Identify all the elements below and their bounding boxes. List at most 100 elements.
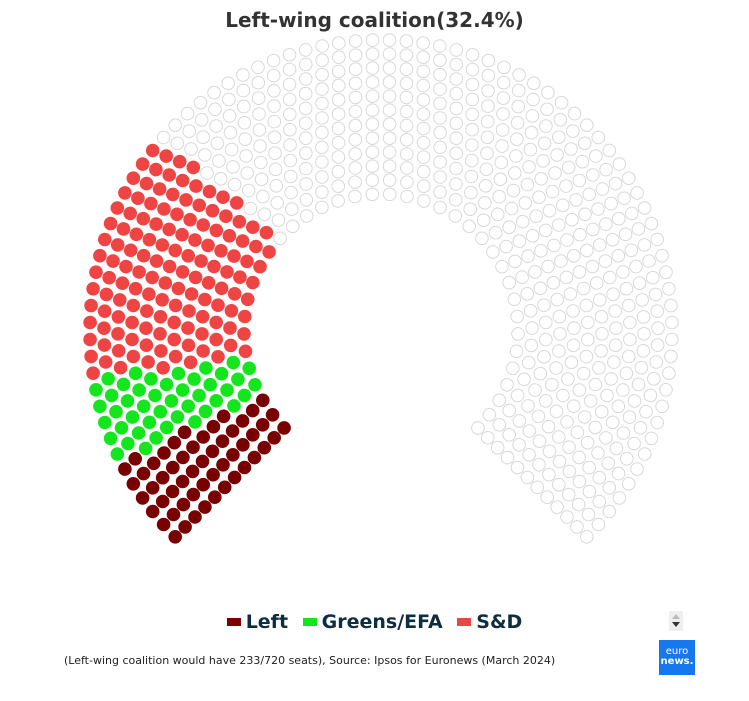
seat-empty[interactable] — [593, 293, 607, 307]
seat-empty[interactable] — [266, 53, 281, 68]
seat-left[interactable] — [216, 458, 230, 472]
seat-empty[interactable] — [465, 77, 480, 92]
seat-empty[interactable] — [267, 130, 282, 145]
seat-empty[interactable] — [650, 304, 665, 319]
seat-empty[interactable] — [572, 173, 587, 188]
seat-s-d[interactable] — [253, 259, 267, 274]
seat-empty[interactable] — [331, 121, 346, 136]
seat-s-d[interactable] — [139, 321, 153, 336]
seat-empty[interactable] — [562, 464, 577, 479]
seat-s-d[interactable] — [97, 321, 111, 336]
seat-empty[interactable] — [528, 383, 542, 397]
seat-greens-efa[interactable] — [149, 431, 163, 445]
seat-empty[interactable] — [569, 193, 583, 207]
seat-empty[interactable] — [510, 309, 525, 324]
seat-empty[interactable] — [504, 201, 519, 216]
seat-s-d[interactable] — [153, 310, 168, 324]
seat-s-d[interactable] — [167, 315, 181, 330]
seat-empty[interactable] — [433, 82, 447, 96]
seat-empty[interactable] — [433, 155, 447, 169]
seat-empty[interactable] — [348, 132, 363, 147]
seat-empty[interactable] — [561, 487, 576, 502]
seat-empty[interactable] — [348, 34, 363, 48]
seat-empty[interactable] — [528, 265, 542, 279]
seat-empty[interactable] — [480, 146, 494, 160]
seat-empty[interactable] — [580, 530, 594, 544]
seat-empty[interactable] — [365, 47, 380, 61]
seat-s-d[interactable] — [196, 344, 210, 358]
seat-empty[interactable] — [222, 109, 237, 123]
seat-empty[interactable] — [649, 355, 664, 369]
seat-empty[interactable] — [299, 193, 314, 207]
seat-left[interactable] — [188, 510, 202, 524]
seat-empty[interactable] — [570, 520, 584, 534]
seat-empty[interactable] — [616, 426, 631, 440]
seat-empty[interactable] — [577, 410, 592, 424]
seat-empty[interactable] — [583, 394, 598, 408]
seat-greens-efa[interactable] — [231, 372, 245, 387]
seat-s-d[interactable] — [139, 176, 154, 191]
seat-empty[interactable] — [299, 177, 313, 191]
seat-empty[interactable] — [567, 106, 582, 121]
seat-empty[interactable] — [382, 47, 397, 61]
seat-empty[interactable] — [208, 102, 222, 117]
seat-empty[interactable] — [631, 377, 646, 392]
seat-greens-efa[interactable] — [148, 388, 162, 403]
seat-empty[interactable] — [612, 157, 627, 171]
seat-greens-efa[interactable] — [120, 394, 135, 408]
seat-empty[interactable] — [554, 254, 568, 268]
seat-empty[interactable] — [490, 440, 505, 455]
seat-greens-efa[interactable] — [214, 366, 229, 381]
seat-empty[interactable] — [478, 179, 493, 193]
seat-empty[interactable] — [348, 62, 363, 76]
seat-empty[interactable] — [221, 76, 235, 91]
seat-empty[interactable] — [214, 172, 228, 186]
legend-item-greens[interactable]: Greens/EFA — [302, 611, 443, 633]
seat-s-d[interactable] — [103, 216, 118, 231]
seat-greens-efa[interactable] — [242, 361, 256, 376]
seat-left[interactable] — [168, 530, 182, 544]
seat-empty[interactable] — [606, 287, 620, 302]
seat-empty[interactable] — [365, 103, 380, 117]
seat-empty[interactable] — [576, 281, 591, 296]
seat-empty[interactable] — [561, 160, 576, 175]
seat-left[interactable] — [145, 504, 160, 519]
seat-left[interactable] — [257, 440, 272, 455]
seat-s-d[interactable] — [118, 186, 132, 200]
seat-empty[interactable] — [285, 219, 300, 234]
seat-empty[interactable] — [449, 146, 464, 160]
seat-empty[interactable] — [449, 116, 464, 130]
seat-s-d[interactable] — [83, 332, 97, 347]
seat-empty[interactable] — [417, 179, 431, 193]
seat-empty[interactable] — [600, 388, 614, 403]
seat-empty[interactable] — [556, 198, 570, 213]
seat-empty[interactable] — [285, 202, 299, 216]
seat-empty[interactable] — [512, 68, 526, 82]
seat-empty[interactable] — [545, 184, 560, 199]
seat-empty[interactable] — [182, 124, 196, 138]
seat-empty[interactable] — [541, 419, 556, 434]
seat-empty[interactable] — [315, 67, 329, 82]
seat-empty[interactable] — [578, 207, 592, 222]
seat-s-d[interactable] — [223, 321, 237, 335]
seat-left[interactable] — [156, 517, 171, 532]
seat-s-d[interactable] — [106, 254, 120, 268]
seat-empty[interactable] — [475, 231, 489, 246]
seat-left[interactable] — [267, 431, 282, 445]
seat-s-d[interactable] — [194, 254, 208, 268]
seat-empty[interactable] — [399, 34, 414, 48]
seat-left[interactable] — [166, 507, 181, 522]
seat-s-d[interactable] — [135, 157, 150, 171]
seat-empty[interactable] — [268, 162, 283, 177]
seat-empty[interactable] — [254, 172, 269, 187]
seat-empty[interactable] — [595, 182, 610, 196]
seat-left[interactable] — [265, 408, 280, 422]
seat-empty[interactable] — [575, 154, 590, 169]
seat-empty[interactable] — [251, 91, 266, 105]
seat-empty[interactable] — [630, 462, 644, 476]
seat-s-d[interactable] — [125, 315, 139, 330]
seat-empty[interactable] — [579, 298, 594, 313]
seat-s-d[interactable] — [211, 350, 225, 364]
seat-empty[interactable] — [399, 76, 414, 91]
seat-empty[interactable] — [601, 456, 616, 471]
